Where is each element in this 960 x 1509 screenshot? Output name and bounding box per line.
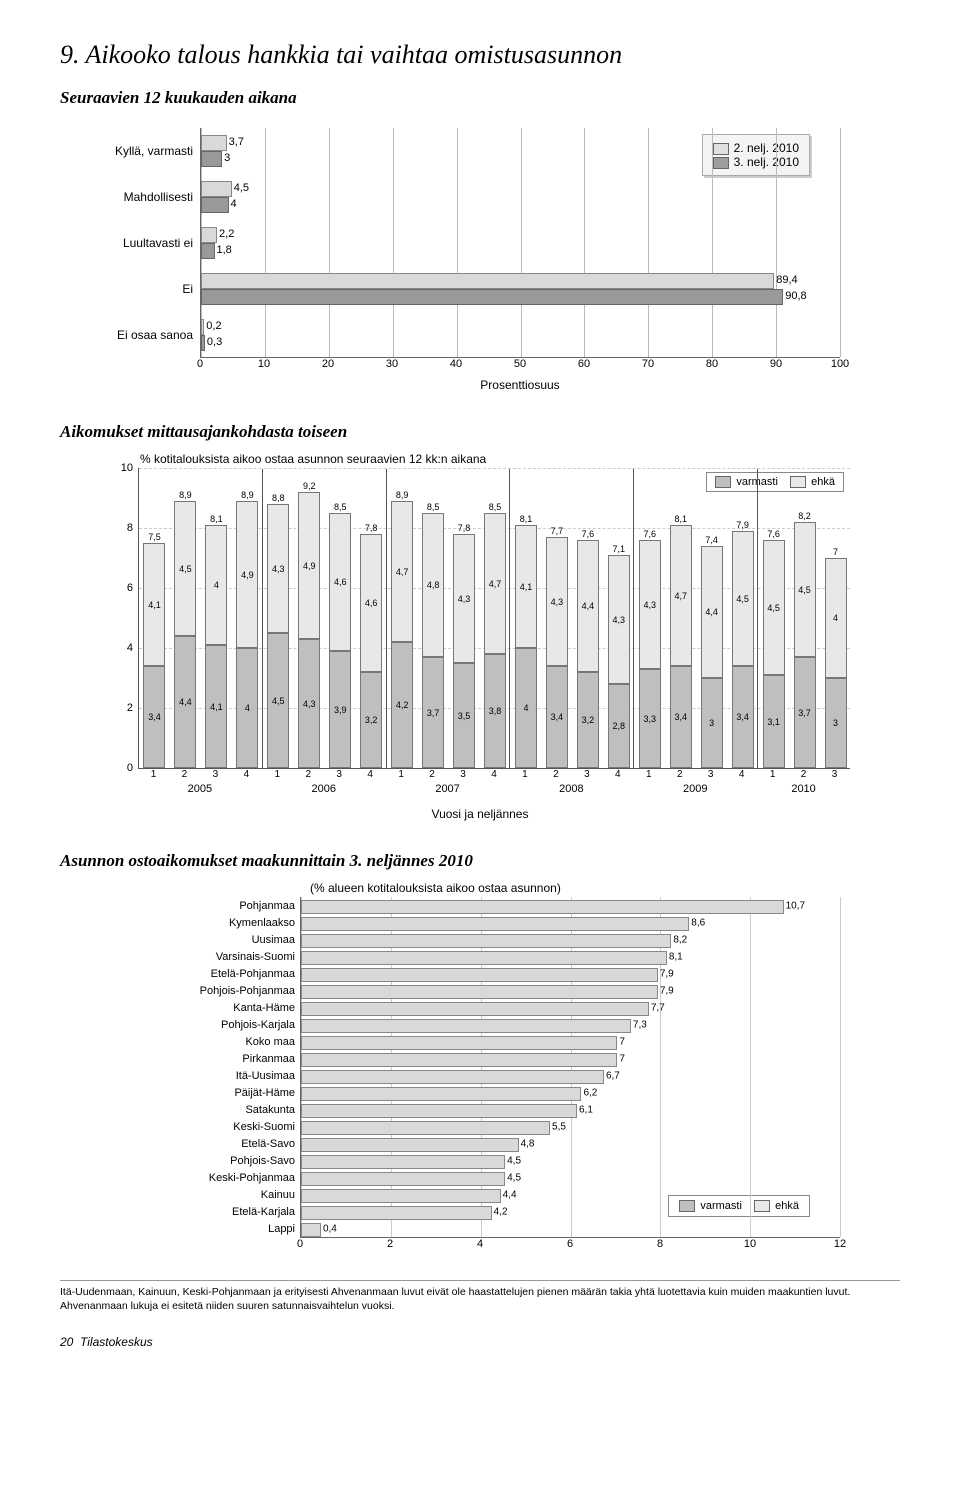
legend-item: 2. nelj. 2010 xyxy=(734,141,799,155)
page-number: 20 xyxy=(60,1335,73,1349)
chart3-row-label: Uusimaa xyxy=(252,934,301,946)
chart3-row-label: Päijät-Häme xyxy=(234,1087,301,1099)
legend-item: 3. nelj. 2010 xyxy=(734,155,799,169)
chart3-row-label: Lappi xyxy=(268,1223,301,1235)
page-title: 9. Aikooko talous hankkia tai vaihtaa om… xyxy=(60,40,900,70)
footnote: Itä-Uudenmaan, Kainuun, Keski-Pohjanmaan… xyxy=(60,1280,900,1313)
section2-title: Aikomukset mittausajankohdasta toiseen xyxy=(60,422,900,442)
chart3-row-label: Pohjois-Karjala xyxy=(221,1019,301,1031)
chart1-row-label: Mahdollisesti xyxy=(124,190,201,204)
chart3-row-label: Satakunta xyxy=(245,1104,301,1116)
section3-title: Asunnon ostoaikomukset maakunnittain 3. … xyxy=(60,851,900,871)
chart3-row-label: Pohjois-Savo xyxy=(230,1155,301,1167)
chart3-row-label: Keski-Suomi xyxy=(233,1121,301,1133)
chart2-ytitle: % kotitalouksista aikoo ostaa asunnon se… xyxy=(140,452,850,466)
chart1-row-label: Kyllä, varmasti xyxy=(115,144,201,158)
chart3-row-label: Etelä-Pohjanmaa xyxy=(211,968,301,980)
chart2: % kotitalouksista aikoo ostaa asunnon se… xyxy=(110,452,850,821)
chart3-row-label: Keski-Pohjanmaa xyxy=(209,1172,301,1184)
chart2-xaxis-title: Vuosi ja neljännes xyxy=(110,807,850,821)
legend-item: varmasti xyxy=(700,1200,742,1212)
chart3-title: (% alueen kotitalouksista aikoo ostaa as… xyxy=(310,881,840,895)
footer-source: Tilastokeskus xyxy=(80,1335,153,1349)
chart3-row-label: Kymenlaakso xyxy=(229,917,301,929)
chart3-row-label: Itä-Uusimaa xyxy=(236,1070,301,1082)
chart3-row-label: Kainuu xyxy=(261,1189,301,1201)
chart1-row-label: Ei osaa sanoa xyxy=(117,328,201,342)
chart3-row-label: Pohjois-Pohjanmaa xyxy=(200,985,301,997)
chart3-row-label: Kanta-Häme xyxy=(233,1002,301,1014)
chart1-xlabel: Prosenttiosuus xyxy=(200,378,840,392)
chart1-row-label: Luultavasti ei xyxy=(123,236,201,250)
chart3: (% alueen kotitalouksista aikoo ostaa as… xyxy=(180,881,840,1254)
chart3-row-label: Pohjanmaa xyxy=(239,900,301,912)
chart3-row-label: Etelä-Savo xyxy=(241,1138,301,1150)
chart3-row-label: Varsinais-Suomi xyxy=(216,951,301,963)
chart3-row-label: Koko maa xyxy=(245,1036,301,1048)
subtitle: Seuraavien 12 kuukauden aikana xyxy=(60,88,900,108)
legend-item: ehkä xyxy=(811,476,835,488)
chart1-row-label: Ei xyxy=(182,282,201,296)
chart1-legend: 2. nelj. 2010 3. nelj. 2010 xyxy=(702,134,810,176)
chart1: 2. nelj. 2010 3. nelj. 2010 Kyllä, varma… xyxy=(200,128,840,392)
chart3-row-label: Pirkanmaa xyxy=(242,1053,301,1065)
chart3-row-label: Etelä-Karjala xyxy=(232,1206,301,1218)
legend-item: ehkä xyxy=(775,1200,799,1212)
chart2-legend: varmasti ehkä xyxy=(706,472,844,492)
chart3-legend: varmasti ehkä xyxy=(668,1195,810,1217)
page-footer: 20 Tilastokeskus xyxy=(60,1335,900,1349)
